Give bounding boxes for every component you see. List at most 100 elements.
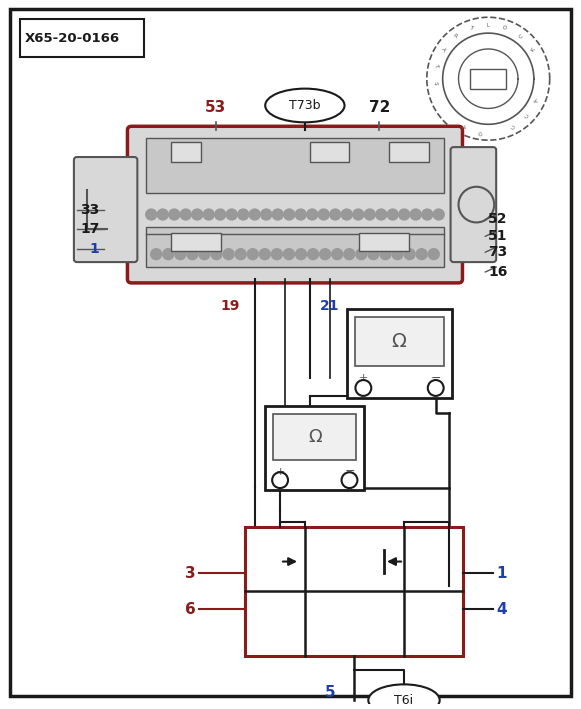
Bar xyxy=(171,142,201,162)
Circle shape xyxy=(380,249,391,259)
Circle shape xyxy=(211,249,222,259)
Text: 1: 1 xyxy=(90,242,100,256)
Circle shape xyxy=(296,249,306,259)
Circle shape xyxy=(146,209,157,220)
Text: C: C xyxy=(511,123,517,129)
Text: Ω: Ω xyxy=(308,428,322,446)
Circle shape xyxy=(344,249,355,259)
Circle shape xyxy=(353,209,364,220)
Circle shape xyxy=(356,249,367,259)
Bar xyxy=(245,527,464,656)
Text: +: + xyxy=(275,467,285,476)
Circle shape xyxy=(248,249,258,259)
Circle shape xyxy=(388,209,398,220)
Circle shape xyxy=(341,209,352,220)
Text: 3: 3 xyxy=(185,566,196,581)
Text: 21: 21 xyxy=(320,298,339,313)
Bar xyxy=(265,406,364,490)
Circle shape xyxy=(272,209,283,220)
Circle shape xyxy=(175,249,186,259)
Text: 19: 19 xyxy=(221,298,240,313)
Text: 4: 4 xyxy=(496,601,507,617)
Text: T73b: T73b xyxy=(289,99,321,112)
Text: C: C xyxy=(525,112,531,118)
Text: 17: 17 xyxy=(80,223,100,236)
Bar xyxy=(171,233,221,251)
Circle shape xyxy=(203,209,214,220)
Circle shape xyxy=(364,209,375,220)
Circle shape xyxy=(284,209,295,220)
Circle shape xyxy=(271,249,282,259)
Text: −: − xyxy=(344,465,355,478)
Circle shape xyxy=(332,249,343,259)
Text: S: S xyxy=(432,81,437,85)
Bar xyxy=(389,142,429,162)
Text: T: T xyxy=(468,26,473,31)
Circle shape xyxy=(416,249,427,259)
Circle shape xyxy=(399,209,410,220)
Bar xyxy=(273,414,356,460)
Circle shape xyxy=(284,249,295,259)
Text: O: O xyxy=(477,129,482,134)
Text: 33: 33 xyxy=(80,203,100,216)
Circle shape xyxy=(249,209,260,220)
Text: 53: 53 xyxy=(205,101,226,116)
Text: +: + xyxy=(358,373,368,384)
Circle shape xyxy=(433,209,444,220)
Circle shape xyxy=(215,209,225,220)
Bar xyxy=(20,19,144,57)
Bar xyxy=(360,233,409,251)
Text: Ω: Ω xyxy=(392,332,407,351)
Circle shape xyxy=(376,209,386,220)
Circle shape xyxy=(261,209,272,220)
Circle shape xyxy=(330,209,340,220)
Circle shape xyxy=(422,209,433,220)
Bar xyxy=(471,69,506,89)
Circle shape xyxy=(168,209,180,220)
Text: R: R xyxy=(453,33,458,40)
Text: A: A xyxy=(440,47,447,52)
Text: 16: 16 xyxy=(488,265,508,279)
Circle shape xyxy=(187,249,198,259)
Text: 72: 72 xyxy=(368,101,390,116)
Circle shape xyxy=(157,209,168,220)
Text: X65-20-0166: X65-20-0166 xyxy=(24,32,120,45)
Ellipse shape xyxy=(265,89,345,123)
Text: L: L xyxy=(487,23,490,28)
Circle shape xyxy=(320,249,331,259)
Circle shape xyxy=(392,249,403,259)
Circle shape xyxy=(428,249,439,259)
Circle shape xyxy=(295,209,306,220)
Text: T6i: T6i xyxy=(394,693,414,707)
Text: T: T xyxy=(433,63,439,68)
Circle shape xyxy=(223,249,234,259)
FancyBboxPatch shape xyxy=(127,126,462,283)
Circle shape xyxy=(307,249,318,259)
Circle shape xyxy=(368,249,379,259)
Bar xyxy=(146,138,444,193)
Bar xyxy=(146,228,444,267)
Text: N: N xyxy=(460,123,466,129)
Bar xyxy=(347,308,451,398)
Text: 6: 6 xyxy=(185,601,196,617)
Circle shape xyxy=(192,209,203,220)
Circle shape xyxy=(259,249,270,259)
Text: −: − xyxy=(431,372,441,385)
Ellipse shape xyxy=(368,684,440,709)
Circle shape xyxy=(235,249,246,259)
Text: 51: 51 xyxy=(488,229,508,243)
Circle shape xyxy=(180,209,191,220)
Text: 52: 52 xyxy=(488,213,508,226)
Circle shape xyxy=(318,209,329,220)
Bar xyxy=(310,142,350,162)
Circle shape xyxy=(150,249,162,259)
Text: A: A xyxy=(535,98,540,103)
Text: 73: 73 xyxy=(488,245,508,259)
Text: O: O xyxy=(503,25,508,31)
Circle shape xyxy=(163,249,174,259)
Text: 5: 5 xyxy=(324,686,335,700)
Text: 1: 1 xyxy=(496,566,507,581)
Circle shape xyxy=(307,209,318,220)
Circle shape xyxy=(410,209,421,220)
Circle shape xyxy=(238,209,249,220)
